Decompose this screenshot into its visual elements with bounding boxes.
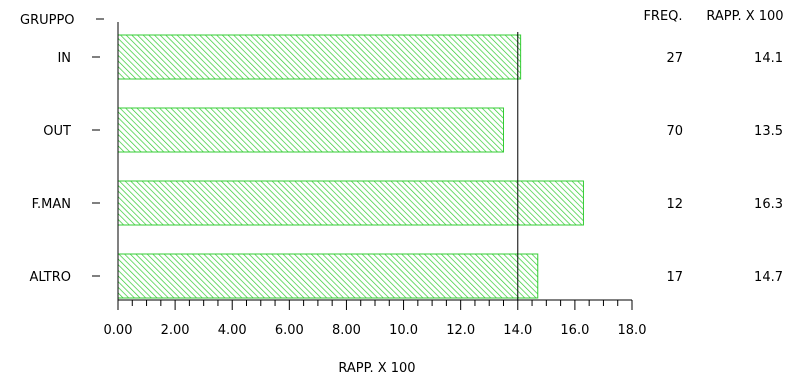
rapp-value: 14.7	[754, 270, 783, 285]
x-axis-label: RAPP. X 100	[338, 361, 415, 376]
category-label: OUT	[43, 124, 71, 139]
bar-out	[117, 107, 504, 153]
x-tick-label: 10.0	[389, 323, 418, 338]
value-table-layer: 27 14.1 70 13.5 12 16.3 17 14.7	[666, 51, 783, 285]
x-tick-label: 16.0	[560, 323, 589, 338]
rapp-header: RAPP. X 100	[706, 9, 783, 24]
x-tick-label: 18.0	[618, 323, 647, 338]
x-ticks-layer: 0.00 2.00 4.00 6.00 8.00 10.0 12.0 14.0 16.0 18.0	[104, 300, 647, 338]
x-tick-label: 0.00	[104, 323, 133, 338]
x-tick-label: 6.00	[275, 323, 304, 338]
group-header: GRUPPO	[20, 13, 75, 28]
x-tick-label: 14.0	[503, 323, 532, 338]
bar-in	[117, 34, 522, 80]
freq-value: 70	[666, 124, 683, 139]
freq-value: 17	[666, 270, 683, 285]
rapp-value: 14.1	[754, 51, 783, 66]
x-tick-label: 4.00	[218, 323, 247, 338]
bar-altro	[117, 253, 539, 299]
freq-value: 12	[666, 197, 683, 212]
x-tick-label: 2.00	[161, 323, 190, 338]
freq-header: FREQ.	[643, 9, 682, 24]
x-tick-label: 12.0	[446, 323, 475, 338]
category-label: ALTRO	[29, 270, 71, 285]
bar-f-man	[117, 180, 584, 226]
bars-layer	[117, 34, 584, 299]
category-labels-layer: IN OUT F.MAN ALTRO	[29, 51, 100, 285]
category-label: F.MAN	[32, 197, 71, 212]
x-tick-label: 8.00	[332, 323, 361, 338]
freq-value: 27	[666, 51, 683, 66]
rapp-value: 13.5	[754, 124, 783, 139]
category-label: IN	[57, 51, 71, 66]
rapp-value: 16.3	[754, 197, 783, 212]
